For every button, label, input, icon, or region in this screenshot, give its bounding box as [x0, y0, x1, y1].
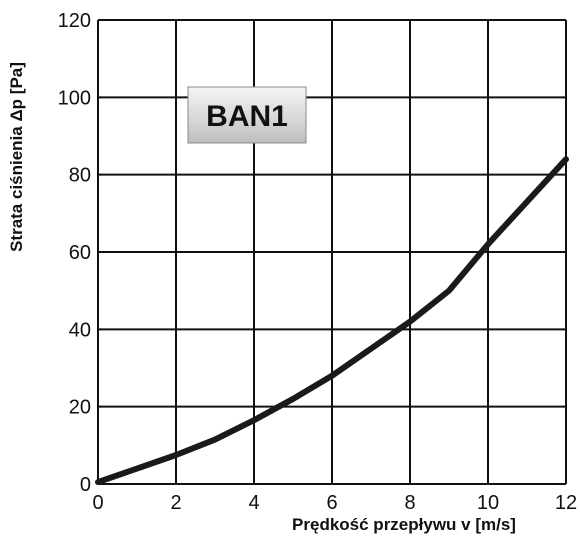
y-tick-label: 40 [69, 319, 91, 341]
y-tick-label: 100 [58, 87, 91, 109]
y-axis-title: Strata ciśnienia Δp [Pa] [7, 62, 26, 252]
ban1-badge: BAN1 [187, 86, 307, 144]
x-tick-label: 2 [170, 492, 181, 514]
x-tick-label: 8 [404, 492, 415, 514]
series-line [95, 156, 569, 486]
x-tick-labels: 0 2 4 6 8 10 12 [92, 492, 577, 514]
x-axis-title: Prędkość przepływu v [m/s] [292, 515, 516, 534]
ban1-badge-box [187, 86, 307, 144]
y-tick-label: 0 [80, 474, 91, 496]
y-tick-label: 20 [69, 397, 91, 419]
x-tick-label: 10 [477, 492, 499, 514]
x-tick-label: 4 [248, 492, 259, 514]
y-tick-label: 60 [69, 242, 91, 264]
series [95, 156, 569, 486]
y-tick-label: 80 [69, 165, 91, 187]
y-tick-labels: 0 20 40 60 80 100 120 [58, 10, 91, 496]
grid [97, 19, 567, 485]
x-tick-label: 6 [326, 492, 337, 514]
x-tick-label: 12 [555, 492, 577, 514]
x-tick-label: 0 [92, 492, 103, 514]
ban1-badge-label: BAN1 [206, 100, 288, 133]
y-tick-label: 120 [58, 10, 91, 32]
